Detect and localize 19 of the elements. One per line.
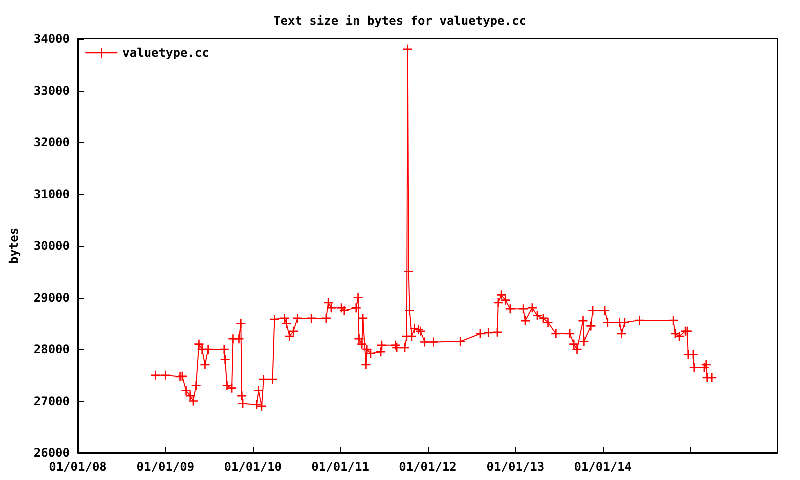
y-tick-label: 27000 [34,394,70,408]
x-tick-label: 01/01/12 [399,460,457,474]
y-tick-label: 28000 [34,342,70,356]
x-tick-label: 01/01/09 [136,460,195,474]
chart-title: Text size in bytes for valuetype.cc [274,14,526,28]
y-tick-label: 32000 [34,136,70,150]
y-tick-label: 26000 [34,446,70,460]
x-tick-label: 01/01/08 [49,460,107,474]
y-tick-label: 30000 [34,239,70,253]
legend-label: valuetype.cc [122,46,210,60]
y-tick-label: 31000 [34,187,70,202]
y-tick-label: 29000 [34,290,70,305]
x-tick-label: 01/01/13 [486,460,545,474]
x-tick-label: 01/01/11 [312,460,370,474]
x-tick-label: 01/01/10 [224,460,282,474]
y-axis-title: bytes [7,228,21,264]
x-tick-label: 01/01/14 [574,460,632,474]
y-tick-label: 34000 [34,32,70,46]
y-tick-label: 33000 [34,84,70,98]
